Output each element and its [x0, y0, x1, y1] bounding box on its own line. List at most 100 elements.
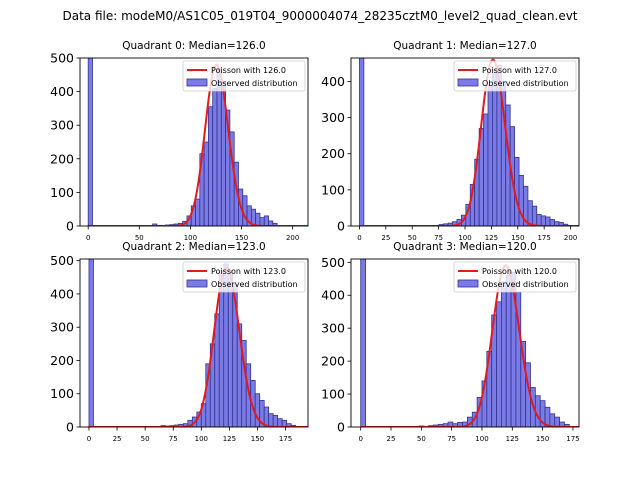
legend-bar-swatch — [186, 78, 208, 87]
x-tick-label: 200 — [286, 234, 299, 242]
histogram-bar — [242, 195, 248, 226]
x-tick-label: 0 — [358, 435, 362, 443]
subplot-title: Quadrant 0: Median=126.0 — [122, 40, 265, 52]
histogram-bar — [359, 58, 365, 226]
axes-frame — [79, 258, 309, 428]
legend-box — [453, 60, 577, 92]
histogram-bar — [216, 67, 222, 226]
y-tick-label: 300 — [50, 118, 74, 133]
histogram-bar — [255, 212, 261, 226]
poisson-curve — [88, 266, 308, 427]
y-tick-label: 200 — [50, 353, 74, 368]
histogram-bar — [496, 301, 502, 427]
x-tick-label: 25 — [113, 435, 122, 443]
legend-entry-poisson: Poisson with 127.0 — [482, 66, 557, 75]
subplot-title: Quadrant 2: Median=123.0 — [122, 241, 265, 253]
y-tick-label: 500 — [50, 51, 74, 66]
legend-bar-swatch — [457, 78, 479, 87]
histogram-bar — [487, 84, 493, 226]
subplot-quadrant-2: Quadrant 2: Median=123.0 0 25 50 75 100 125 150… — [50, 241, 309, 443]
y-tick-label: 100 — [50, 386, 74, 401]
y-tick-label: 100 — [321, 387, 345, 402]
x-tick-label: 150 — [511, 234, 524, 242]
x-tick-label: 50 — [141, 435, 150, 443]
x-tick-label: 175 — [566, 435, 579, 443]
y-tick-label: 0 — [337, 219, 345, 234]
histogram-bar — [263, 215, 269, 226]
x-tick-label: 75 — [447, 435, 456, 443]
legend: Poisson with 123.0 Observed distribution — [182, 261, 306, 293]
histogram-bar — [536, 214, 542, 226]
legend-bar-swatch — [457, 279, 479, 288]
histogram-bar — [545, 216, 551, 226]
y-tick-label: 500 — [50, 253, 74, 268]
y-tick-label: 200 — [50, 151, 74, 166]
histogram-bar — [505, 275, 512, 427]
x-tick-label: 100 — [195, 435, 208, 443]
y-tick-label: 400 — [321, 74, 345, 89]
subplot-quadrant-3: Quadrant 3: Median=120.0 0 25 50 75 100 125 150… — [321, 241, 579, 443]
y-tick-label: 100 — [50, 185, 74, 200]
histogram-bar — [227, 270, 234, 427]
y-tick-label: 300 — [50, 320, 74, 335]
histogram-bar — [88, 259, 94, 427]
histogram-bar — [540, 215, 547, 226]
axes-frame — [350, 258, 580, 428]
legend: Poisson with 126.0 Observed distribution — [182, 60, 306, 92]
histogram-bar — [483, 113, 489, 226]
x-tick-label: 150 — [251, 435, 264, 443]
x-tick-label: 75 — [434, 234, 443, 242]
x-tick-label: 0 — [86, 234, 90, 242]
x-tick-label: 200 — [564, 234, 577, 242]
legend-bar-swatch — [186, 279, 208, 288]
y-tick-label: 200 — [321, 146, 345, 161]
histogram-bar — [272, 414, 279, 427]
legend-entry-observed: Observed distribution — [211, 79, 298, 88]
legend-entry-observed: Observed distribution — [482, 280, 569, 289]
x-tick-label: 125 — [506, 435, 519, 443]
x-tick-label: 175 — [279, 435, 292, 443]
axes-frame — [79, 57, 309, 227]
legend-entry-poisson: Poisson with 123.0 — [211, 267, 286, 276]
legend: Poisson with 127.0 Observed distribution — [453, 60, 577, 92]
histogram-bar — [87, 58, 93, 226]
x-tick-label: 125 — [485, 234, 498, 242]
x-tick-label: 175 — [537, 234, 550, 242]
histogram-bar — [214, 313, 220, 427]
x-tick-label: 0 — [87, 435, 91, 443]
x-tick-label: 25 — [381, 234, 390, 242]
histogram-bar — [492, 68, 498, 226]
legend-box — [182, 60, 306, 92]
x-tick-label: 50 — [408, 234, 417, 242]
histogram-bar — [195, 198, 201, 226]
histogram-bar — [500, 281, 507, 427]
subplot-title: Quadrant 1: Median=127.0 — [393, 40, 536, 52]
y-tick-label: 500 — [321, 255, 345, 270]
y-tick-label: 300 — [321, 110, 345, 125]
y-tick-label: 400 — [50, 286, 74, 301]
legend-entry-poisson: Poisson with 120.0 — [482, 267, 557, 276]
histogram-bar — [208, 106, 214, 226]
x-tick-label: 125 — [223, 435, 236, 443]
subplot-quadrant-1: Quadrant 1: Median=127.0 0 25 50 75 100 125 150… — [321, 40, 580, 242]
x-tick-label: 100 — [475, 435, 488, 443]
subplot-quadrant-0: Quadrant 0: Median=126.0 0 50 100 150 200 0 100… — [50, 40, 309, 242]
histogram-bar — [268, 413, 274, 427]
y-tick-label: 400 — [321, 288, 345, 303]
histogram-bar — [203, 141, 209, 226]
histogram-bar — [360, 259, 366, 427]
y-tick-label: 0 — [337, 420, 345, 435]
histogram-bar — [554, 416, 560, 427]
x-tick-label: 150 — [235, 234, 248, 242]
poisson-curve — [360, 264, 579, 427]
x-tick-label: 25 — [387, 435, 396, 443]
legend-entry-observed: Observed distribution — [482, 79, 569, 88]
subplot-title: Quadrant 3: Median=120.0 — [393, 241, 536, 253]
x-tick-label: 100 — [184, 234, 197, 242]
y-tick-label: 400 — [50, 84, 74, 99]
y-tick-label: 0 — [66, 219, 74, 234]
x-tick-label: 50 — [417, 435, 426, 443]
legend: Poisson with 120.0 Observed distribution — [453, 261, 577, 293]
histogram-bar — [212, 87, 218, 226]
